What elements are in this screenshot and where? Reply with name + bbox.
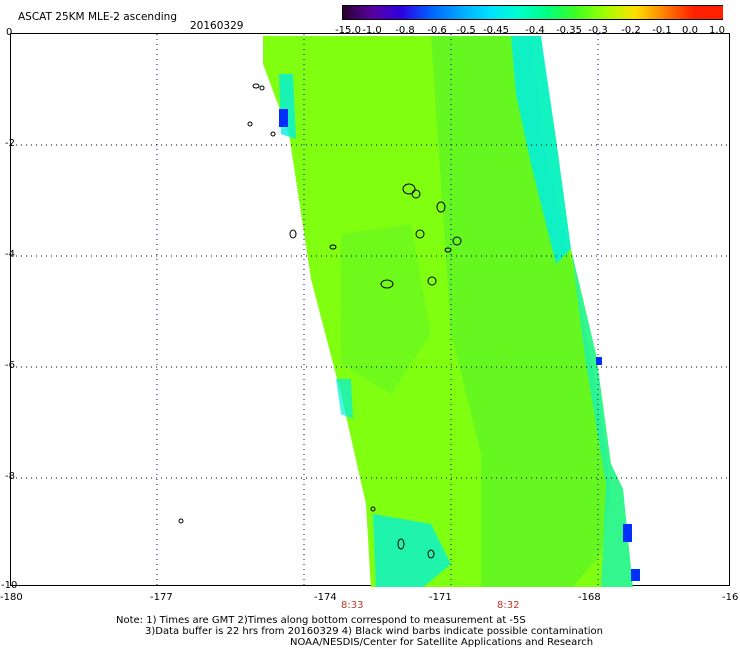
colorbar-segment (692, 6, 723, 19)
island-outline (402, 183, 416, 195)
island-outline (329, 244, 337, 250)
y-tick-4: -8 (5, 471, 15, 482)
colorbar-label: -15.0 (335, 25, 361, 36)
colorbar-label: -0.1 (652, 25, 672, 36)
colorbar-segment (430, 6, 461, 19)
colorbar-label: -0.8 (395, 25, 415, 36)
y-tick-1: -2 (5, 138, 15, 149)
colorbar-segment (663, 6, 694, 19)
island-outline (370, 506, 376, 512)
y-tick-0: 0 (6, 27, 13, 38)
note-line-3: NOAA/NESDIS/Center for Satellite Applica… (290, 637, 594, 648)
island-outline (289, 229, 297, 239)
swath-edge-cyan (511, 36, 571, 264)
y-tick-2: -4 (5, 249, 15, 260)
island-outline (380, 279, 394, 289)
island-outline (397, 538, 405, 550)
x-tick-4: -168 (578, 592, 601, 603)
x-tick-1: -177 (150, 592, 173, 603)
map-title: ASCAT 25KM MLE-2 ascending (18, 11, 177, 23)
x-tick-0: -180 (0, 592, 23, 603)
island-outline (259, 85, 265, 91)
colorbar-label: -0.35 (556, 25, 582, 36)
island-outline (411, 189, 421, 199)
island-outline (415, 229, 425, 239)
island-outline (247, 121, 253, 127)
swath-patch-cyan (373, 514, 451, 587)
colorbar-segment (576, 6, 607, 19)
colorbar-label: -0.5 (456, 25, 476, 36)
swath-blue-pixel (279, 109, 288, 127)
swath-band (431, 36, 611, 587)
island-outline (436, 201, 446, 213)
colorbar-label: -0.2 (621, 25, 641, 36)
island-outline (427, 276, 437, 286)
colorbar-segment (517, 6, 549, 19)
x-tick-3: -171 (429, 592, 452, 603)
orbit-time-left: 8:33 (341, 600, 364, 611)
swath-blue-pixel (631, 569, 640, 581)
colorbar-segment (401, 6, 432, 19)
colorbar-segment (634, 6, 665, 19)
swath-blue-pixel (596, 357, 602, 365)
x-tick-5: -16 (722, 592, 739, 603)
island-outline (427, 549, 435, 559)
colorbar-segment (372, 6, 403, 19)
colorbar-label: -0.6 (427, 25, 447, 36)
swath-patch-cyan (336, 379, 353, 419)
island-outline (270, 131, 276, 137)
x-tick-2: -174 (314, 592, 337, 603)
swath-blue-pixel (623, 524, 632, 542)
colorbar-segment (459, 6, 490, 19)
colorbar-label: -0.4 (525, 25, 545, 36)
colorbar (342, 5, 723, 20)
y-tick-5: -10 (1, 580, 18, 591)
swath-band (341, 224, 431, 394)
note-line-1: Note: 1) Times are GMT 2)Times along bot… (116, 615, 526, 626)
island-outline (252, 83, 260, 89)
colorbar-label: 1.0 (709, 25, 725, 36)
swath-map (11, 34, 731, 587)
colorbar-label: 0.0 (682, 25, 698, 36)
colorbar-segment (343, 6, 374, 19)
y-tick-3: -6 (5, 360, 15, 371)
colorbar-label: -0.3 (588, 25, 608, 36)
note-line-2: 3)Data buffer is 22 hrs from 20160329 4)… (145, 626, 603, 637)
colorbar-label: -0.45 (483, 25, 509, 36)
swath-edge-cyan (571, 249, 633, 587)
orbit-time-right: 8:32 (497, 600, 520, 611)
island-outline (444, 247, 452, 253)
map-plot-area (10, 33, 731, 587)
colorbar-label: -1.0 (362, 25, 382, 36)
colorbar-segment (547, 6, 578, 19)
colorbar-segment (488, 6, 519, 19)
island-outline (178, 518, 184, 524)
colorbar-segment (605, 6, 636, 19)
island-outline (452, 236, 462, 246)
map-date: 20160329 (190, 20, 244, 32)
